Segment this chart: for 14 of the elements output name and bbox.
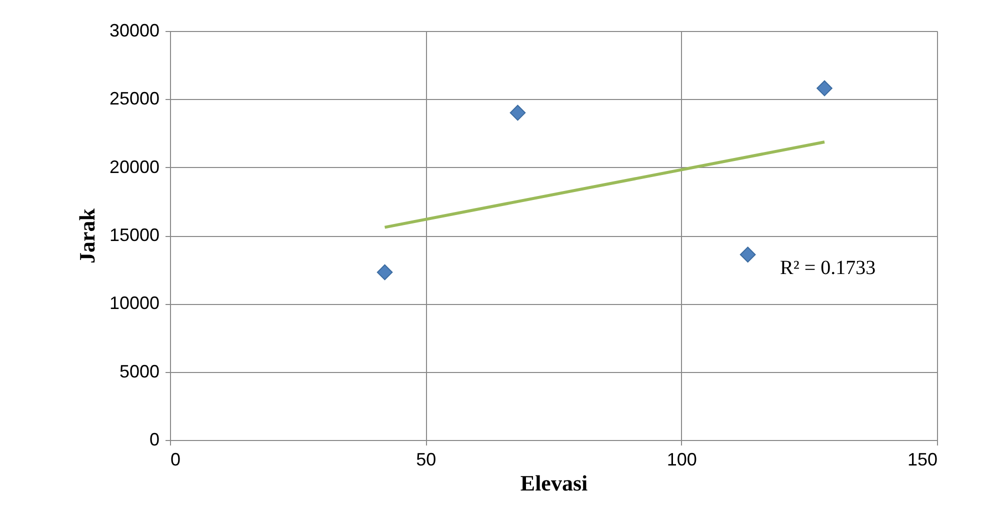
y-tick-label: 5000 [119, 361, 160, 382]
y-tick-label: 15000 [109, 225, 160, 245]
y-tick-label: 10000 [109, 293, 160, 314]
y-tick-label: 25000 [109, 88, 160, 109]
x-axis-title: Elevasi [520, 470, 588, 496]
x-tick-label: 0 [170, 450, 181, 470]
y-tick-label: 0 [149, 430, 160, 450]
y-axis-title: Jarak [74, 208, 100, 264]
y-tick-label: 30000 [109, 20, 160, 40]
x-tick-label: 50 [416, 450, 436, 470]
x-tick-label: 150 [907, 450, 938, 470]
x-tick-label: 100 [666, 450, 697, 470]
annotation: R² = 0.1733 [780, 257, 876, 279]
y-tick-label: 20000 [109, 156, 160, 177]
